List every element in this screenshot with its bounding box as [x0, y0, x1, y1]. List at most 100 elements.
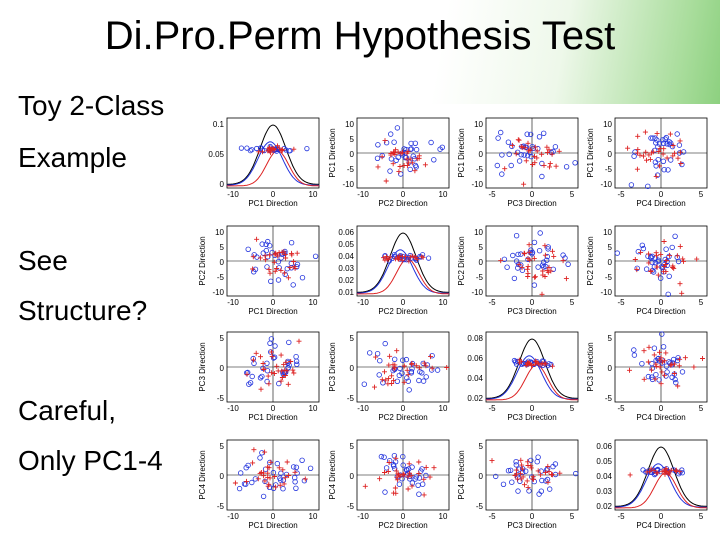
y-tick-label: 0 [479, 150, 484, 159]
data-point-class2 [265, 373, 271, 379]
data-point-class2 [523, 158, 529, 164]
data-point-class2 [267, 145, 272, 150]
data-point-class2 [662, 358, 668, 364]
y-tick-label: 0.05 [596, 457, 612, 466]
data-point-class2 [545, 463, 551, 469]
x-tick-label: 0 [659, 512, 664, 521]
data-point-class2 [291, 370, 297, 376]
y-tick-label: 10 [603, 228, 612, 237]
data-point-class1 [663, 246, 669, 252]
data-point-class1 [679, 369, 686, 375]
data-point-class1 [400, 454, 406, 460]
data-point-class2 [655, 272, 661, 278]
data-point-class2 [283, 255, 289, 261]
data-point-class1 [238, 470, 244, 476]
data-point-class1 [660, 140, 667, 146]
data-point-class1 [548, 361, 554, 368]
data-point-class1 [658, 275, 664, 281]
data-point-class1 [508, 162, 514, 169]
data-point-class2 [282, 373, 288, 378]
x-tick-label: 0 [530, 404, 535, 413]
data-point-class2 [409, 360, 415, 366]
data-point-class2 [535, 468, 541, 474]
data-point-class1 [541, 130, 547, 136]
data-point-class2 [266, 381, 272, 387]
data-point-class2 [648, 466, 654, 472]
data-point-class2 [519, 462, 525, 468]
data-point-class2 [645, 359, 651, 365]
data-point-class1 [286, 148, 292, 154]
data-point-class1 [293, 353, 299, 360]
data-point-class1 [431, 157, 437, 163]
y-tick-label: 0.06 [467, 354, 483, 363]
data-point-class2 [661, 269, 666, 275]
data-point-class1 [515, 488, 521, 494]
data-point-class2 [546, 469, 552, 475]
data-point-class2 [533, 358, 539, 364]
data-point-class2 [400, 471, 406, 477]
bullet-text: Careful, [18, 395, 117, 426]
data-point-class1 [391, 139, 397, 145]
data-point-class2 [284, 459, 290, 465]
data-point-class2 [680, 256, 686, 262]
data-point-class2 [276, 145, 282, 151]
data-point-class2 [646, 260, 652, 266]
data-point-class1 [645, 373, 652, 380]
data-point-class2 [387, 353, 393, 359]
data-point-class2 [379, 154, 385, 160]
data-point-class1 [565, 261, 571, 267]
data-point-class1 [628, 182, 635, 188]
panel-3-1: -10 0 10 5 0 -5 PC1 Direction PC3 Direction [198, 331, 320, 422]
data-point-class1 [270, 469, 277, 476]
data-point-class1 [291, 475, 298, 481]
data-point-class1 [552, 461, 559, 467]
data-point-class2 [556, 148, 562, 154]
x-tick-label: -10 [227, 190, 239, 199]
data-point-class2 [395, 471, 401, 477]
x-tick-label: 0 [401, 190, 406, 199]
data-point-class2 [255, 476, 261, 482]
y-tick-label: 0.03 [338, 264, 354, 273]
data-point-class1 [656, 377, 662, 383]
x-tick-label: 5 [570, 512, 575, 521]
data-point-class1 [426, 255, 432, 261]
data-point-class2 [405, 149, 411, 155]
data-point-class1 [531, 282, 538, 288]
data-point-class2 [404, 367, 410, 373]
data-point-class2 [262, 253, 268, 259]
data-point-class2 [401, 363, 407, 369]
data-point-class2 [250, 254, 256, 260]
y-tick-label: 5 [350, 442, 355, 451]
x-axis-label: PC2 Direction [378, 307, 427, 316]
data-point-class2 [393, 256, 398, 262]
data-point-class2 [654, 131, 660, 137]
data-point-class2 [541, 162, 547, 168]
data-point-class2 [269, 370, 275, 376]
data-point-class2 [421, 476, 427, 482]
data-point-class2 [694, 256, 700, 262]
y-tick-label: 0.04 [467, 374, 483, 383]
data-point-class2 [261, 367, 267, 372]
data-point-class2 [637, 152, 643, 158]
data-point-class2 [260, 149, 265, 155]
y-tick-label: 0 [608, 258, 613, 267]
data-point-class2 [650, 149, 656, 155]
y-tick-label: 5 [220, 334, 225, 343]
data-point-class1 [380, 380, 386, 386]
data-point-class1 [500, 481, 507, 487]
data-point-class2 [396, 169, 402, 175]
data-point-class1 [236, 485, 243, 492]
data-point-class1 [513, 459, 519, 465]
data-point-class2 [423, 464, 429, 470]
data-point-class1 [572, 160, 578, 166]
data-point-class1 [412, 162, 419, 169]
data-point-class2 [531, 255, 537, 261]
data-point-class2 [539, 291, 545, 297]
data-point-class2 [691, 364, 697, 370]
y-tick-label: 5 [479, 442, 484, 451]
data-point-class2 [644, 157, 649, 163]
data-point-class1 [280, 486, 286, 492]
data-point-class2 [279, 147, 285, 152]
data-point-class2 [251, 447, 257, 453]
data-point-class2 [405, 486, 411, 492]
